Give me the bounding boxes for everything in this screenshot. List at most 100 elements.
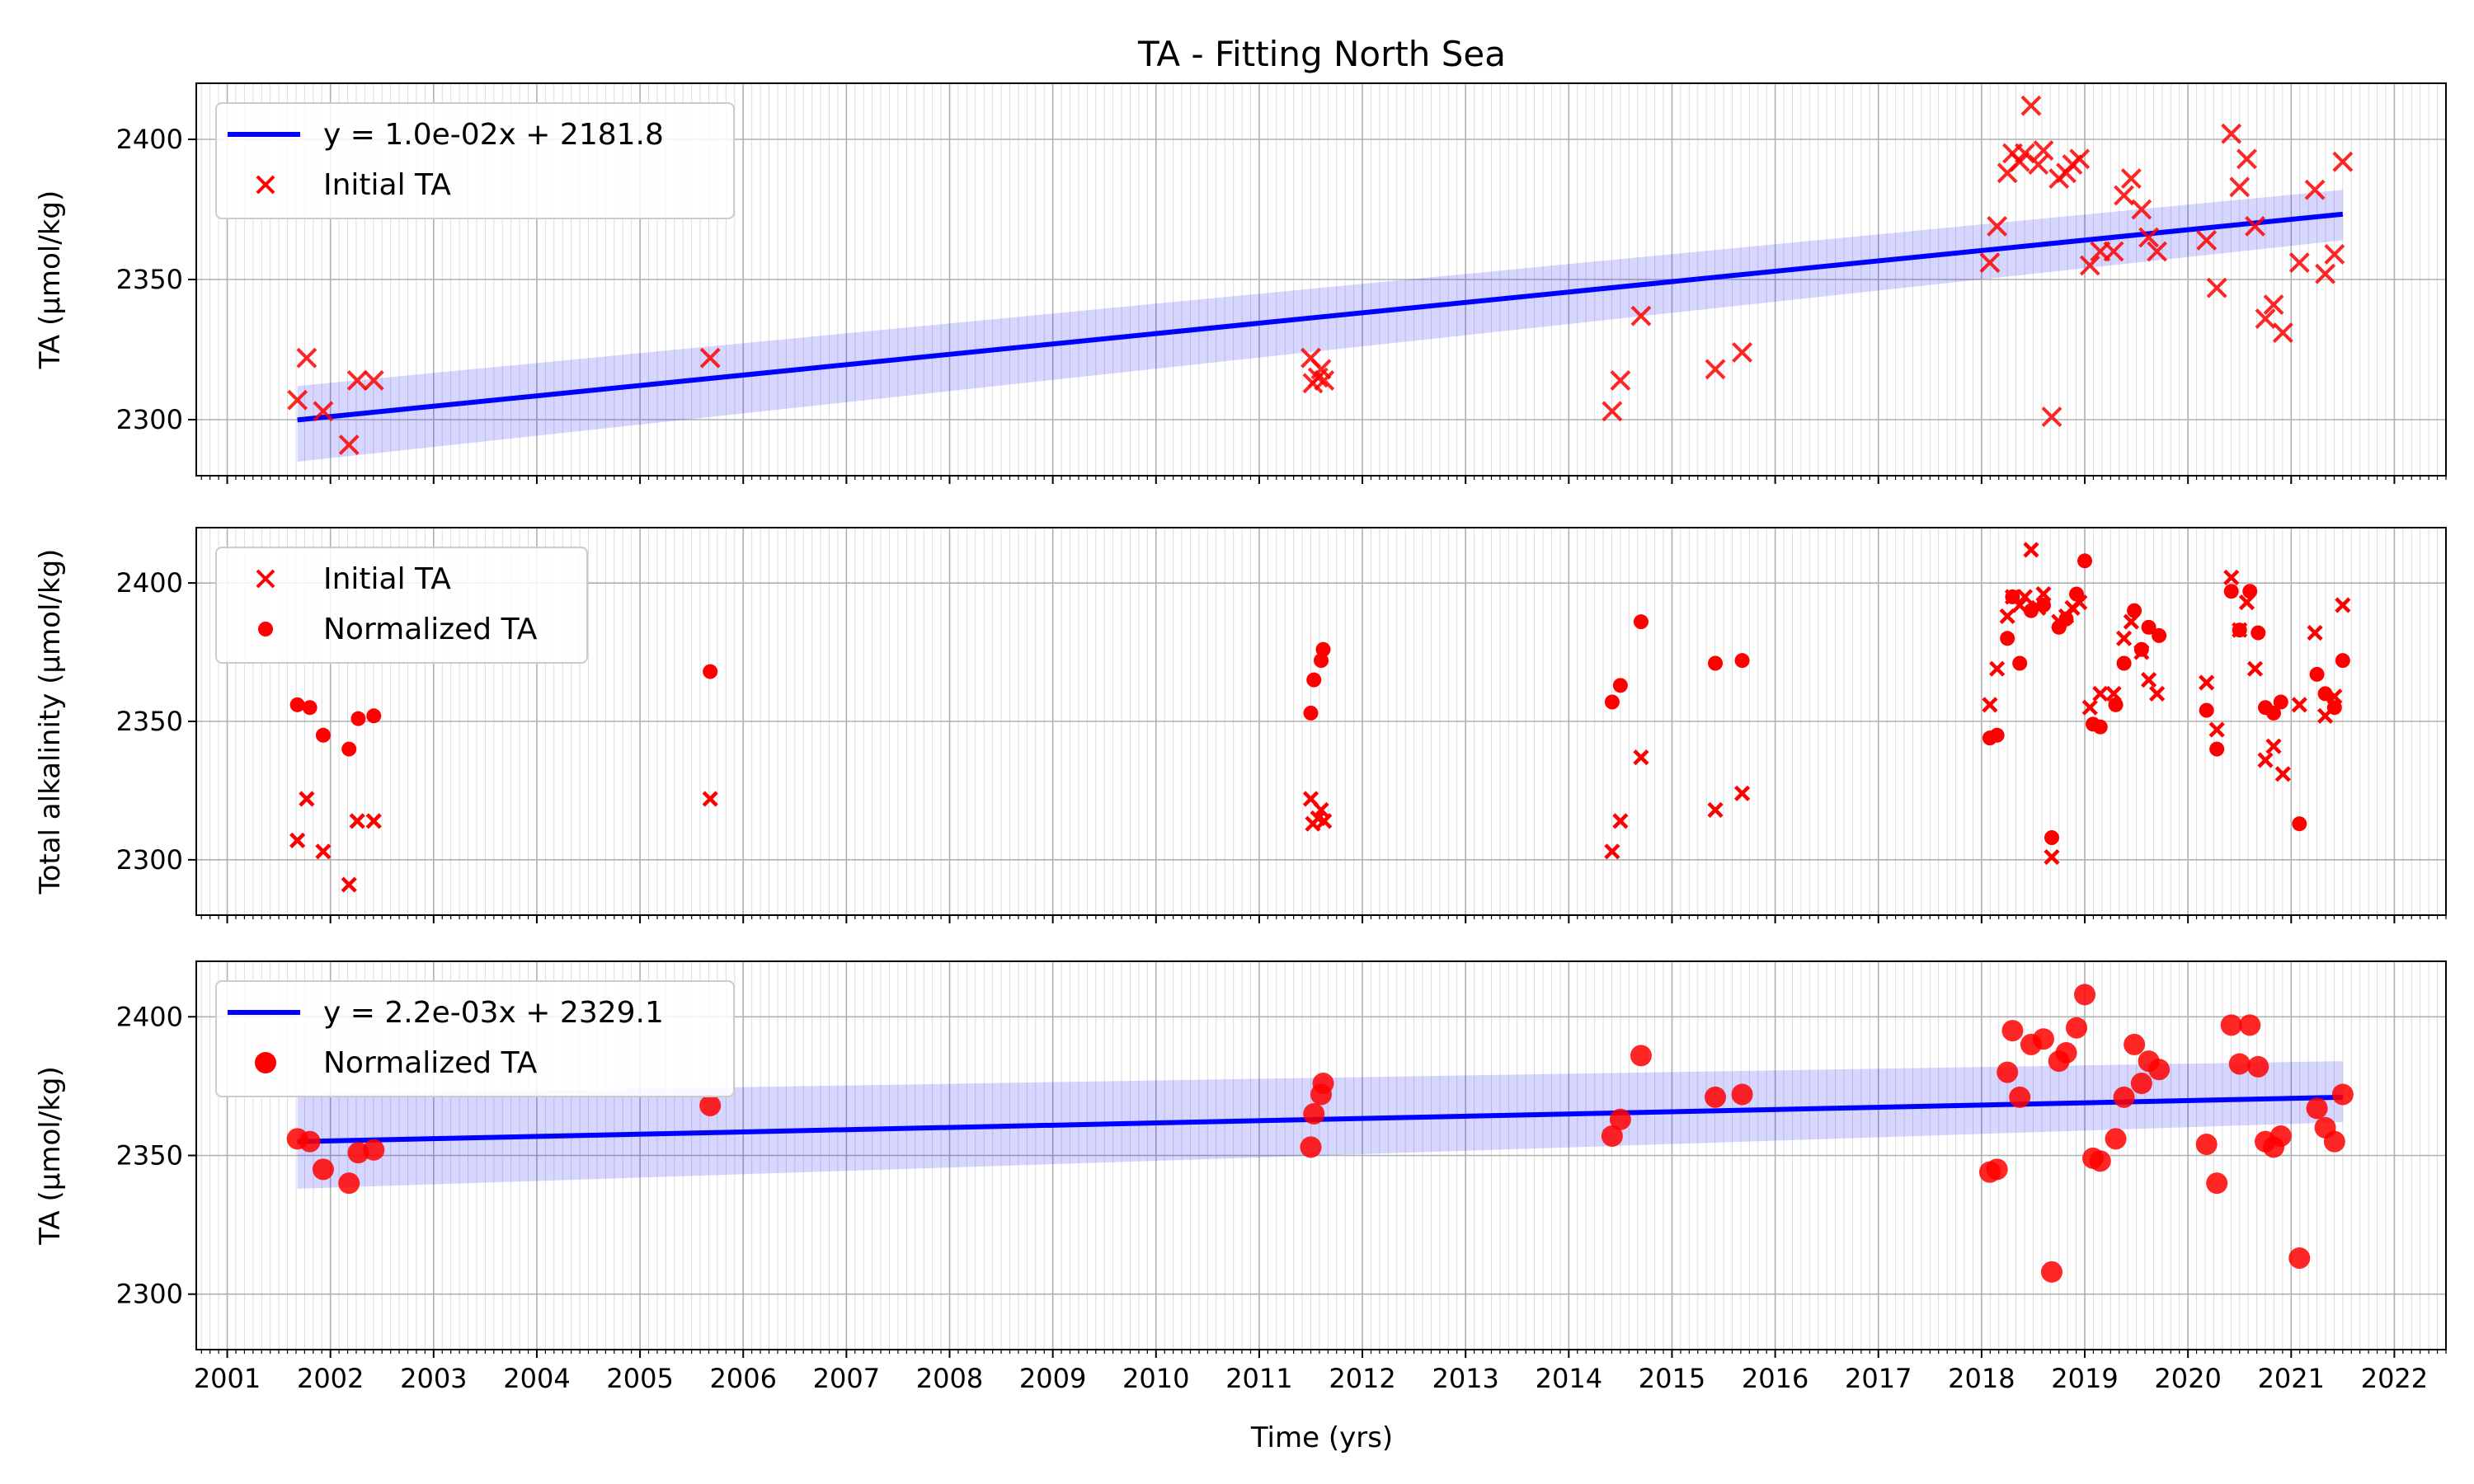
data-point — [349, 813, 365, 829]
data-point — [2130, 1073, 2152, 1095]
data-point — [2288, 1247, 2311, 1269]
data-point — [363, 1139, 385, 1161]
data-point — [287, 389, 308, 411]
legend-dot-swatch — [255, 1052, 276, 1073]
data-point — [2326, 700, 2342, 716]
data-point — [299, 1130, 321, 1153]
data-point — [2023, 603, 2039, 618]
x-tick-label: 2018 — [1948, 1363, 2015, 1394]
data-point — [2114, 185, 2134, 206]
legend-label: y = 2.2e-03x + 2329.1 — [323, 996, 664, 1030]
panel-middle: 2300 2350 2400 Total alkalinity (µmol/kg) In… — [34, 527, 2447, 923]
x-tick-label: 2019 — [2051, 1363, 2118, 1394]
legend-label: Normalized TA — [323, 1046, 538, 1080]
data-point — [350, 711, 366, 726]
data-point — [2016, 589, 2034, 605]
data-point — [1601, 1125, 1623, 1147]
data-point — [2005, 589, 2020, 604]
x-tick-label: 2009 — [1019, 1363, 1086, 1394]
data-point — [2028, 154, 2049, 176]
data-point — [1633, 749, 1649, 766]
data-point — [1602, 401, 1623, 422]
series-normalized-ta — [286, 984, 2354, 1283]
data-point — [2332, 151, 2354, 172]
axes-frame — [195, 960, 2447, 1350]
data-point — [2257, 752, 2274, 768]
data-point — [1989, 727, 2005, 743]
data-point — [2208, 721, 2225, 738]
fit-line — [297, 211, 2344, 423]
data-point — [289, 832, 306, 848]
y-axis-label: Total alkalinity (µmol/kg) — [34, 549, 67, 895]
axes-frame — [195, 527, 2447, 916]
data-point — [1979, 252, 2001, 274]
data-point — [2223, 569, 2240, 586]
data-point — [2108, 697, 2124, 712]
data-point — [1986, 1158, 2008, 1181]
x-tick-label: 2021 — [2258, 1363, 2325, 1394]
data-point — [2124, 1033, 2146, 1055]
x-tick-label: 2015 — [1639, 1363, 1705, 1394]
data-point — [2209, 741, 2225, 757]
data-point — [2306, 1097, 2328, 1120]
data-point — [2066, 1017, 2088, 1039]
data-point — [2221, 123, 2242, 144]
data-point — [2245, 215, 2265, 237]
data-point — [2228, 1053, 2251, 1075]
data-point — [2317, 686, 2333, 702]
data-point — [1731, 1083, 1753, 1106]
x-tick-label: 2002 — [297, 1363, 364, 1394]
data-point — [315, 727, 331, 743]
data-point — [2335, 653, 2350, 669]
data-point — [1630, 305, 1652, 326]
data-point — [2103, 241, 2124, 262]
legend-label: Initial TA — [323, 562, 451, 596]
data-point — [2255, 308, 2276, 330]
data-point — [2266, 705, 2282, 721]
data-point — [2069, 586, 2085, 602]
data-point — [2147, 241, 2168, 262]
data-point — [2092, 719, 2108, 735]
data-point — [2239, 1014, 2261, 1036]
data-point — [365, 813, 382, 829]
data-point — [2149, 685, 2166, 702]
data-point — [2272, 322, 2293, 344]
data-point — [1630, 1045, 1652, 1067]
data-point — [2020, 95, 2042, 116]
data-point — [2331, 1083, 2354, 1106]
x-tick-label: 2016 — [1742, 1363, 1808, 1394]
data-point — [341, 741, 357, 757]
data-point — [2032, 1028, 2054, 1050]
data-point — [1604, 843, 1620, 860]
data-point — [2033, 140, 2054, 162]
data-point — [1316, 813, 1333, 829]
data-point — [1708, 655, 1724, 671]
data-point — [2196, 229, 2218, 251]
data-point — [2247, 1055, 2269, 1078]
data-point — [2133, 641, 2149, 657]
data-point — [2274, 766, 2291, 782]
data-point — [2206, 277, 2227, 298]
data-point — [699, 1094, 722, 1116]
data-point — [2263, 294, 2284, 316]
data-point — [2236, 148, 2257, 170]
data-point — [2040, 1261, 2062, 1283]
data-point — [1303, 1103, 1325, 1125]
data-point — [1633, 614, 1649, 630]
data-point — [2269, 1125, 2292, 1147]
y-axis: 2300 2350 2400 — [116, 124, 2446, 435]
legend-box — [215, 102, 735, 219]
data-point — [1732, 341, 1752, 363]
x-tick-label: 2013 — [1432, 1363, 1498, 1394]
data-point — [2035, 585, 2052, 603]
data-point — [1612, 678, 1628, 693]
y-tick-label: 2400 — [116, 124, 183, 155]
x-tick-label: 2001 — [194, 1363, 261, 1394]
data-point — [2199, 674, 2215, 691]
x-tick-label: 2017 — [1845, 1363, 1912, 1394]
data-point — [2055, 1042, 2077, 1064]
data-point — [2120, 168, 2142, 190]
data-point — [2000, 631, 2015, 646]
